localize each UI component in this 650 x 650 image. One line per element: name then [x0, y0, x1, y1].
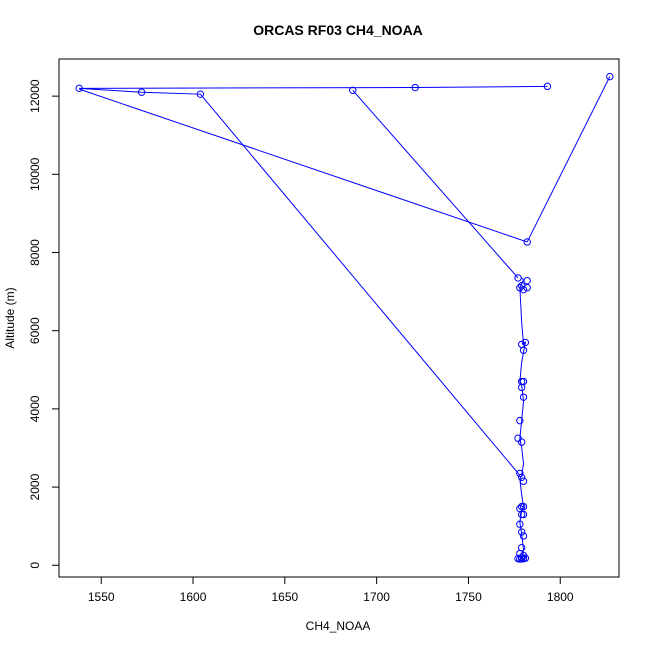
y-tick-label: 4000 — [28, 395, 42, 422]
data-point — [517, 553, 526, 562]
x-axis: 1550 1600 1650 1700 1750 1800 — [88, 577, 574, 604]
data-point — [517, 510, 526, 519]
data-point — [516, 284, 524, 292]
y-tick-label: 10000 — [28, 157, 42, 191]
data-point — [517, 383, 526, 392]
data-point — [137, 88, 146, 96]
data-point — [606, 72, 614, 81]
data-point — [521, 554, 530, 562]
y-tick-label: 8000 — [28, 239, 42, 266]
data-point — [519, 285, 528, 294]
y-tick-label: 12000 — [28, 79, 42, 113]
data-point — [519, 477, 528, 485]
x-tick-label: 1600 — [180, 590, 207, 604]
data-point — [517, 438, 526, 446]
plot-frame — [58, 58, 620, 578]
x-tick-label: 1750 — [455, 590, 482, 604]
data-point — [523, 238, 531, 246]
data-point — [521, 338, 530, 347]
data-point — [543, 82, 552, 91]
data-point — [514, 274, 522, 282]
x-tick-label: 1550 — [88, 590, 115, 604]
x-tick-label: 1700 — [363, 590, 390, 604]
y-tick-label: 6000 — [28, 317, 42, 344]
data-point — [517, 473, 526, 482]
data-point — [516, 416, 524, 425]
data-point — [523, 284, 531, 292]
data-point — [517, 528, 526, 536]
y-axis: 0 2000 4000 6000 8000 10000 12000 — [28, 79, 59, 569]
x-tick-label: 1650 — [271, 590, 298, 604]
data-point — [519, 502, 528, 511]
series-line-column — [519, 277, 527, 560]
data-point — [349, 86, 357, 94]
data-point — [411, 83, 419, 92]
y-axis-label: Altitude (m) — [3, 287, 17, 348]
data-point — [196, 90, 205, 98]
data-point — [519, 346, 528, 354]
series-line-segment — [79, 88, 528, 243]
x-axis-label: CH4_NOAA — [306, 619, 371, 633]
data-point — [523, 276, 531, 285]
x-tick-label: 1800 — [547, 590, 574, 604]
series-line-segment — [526, 76, 611, 243]
data-point — [75, 84, 83, 93]
series-line-segment — [79, 85, 548, 476]
series-layer — [79, 76, 611, 560]
y-tick-label: 0 — [28, 562, 42, 569]
data-point — [519, 393, 528, 401]
y-tick-label: 2000 — [28, 473, 42, 500]
data-point — [519, 532, 528, 540]
chart-title: ORCAS RF03 CH4_NOAA — [253, 22, 423, 38]
series-line-segment — [352, 89, 519, 279]
points-layer — [75, 72, 614, 563]
data-point — [514, 434, 522, 442]
data-point — [516, 469, 524, 478]
data-point — [516, 520, 524, 528]
